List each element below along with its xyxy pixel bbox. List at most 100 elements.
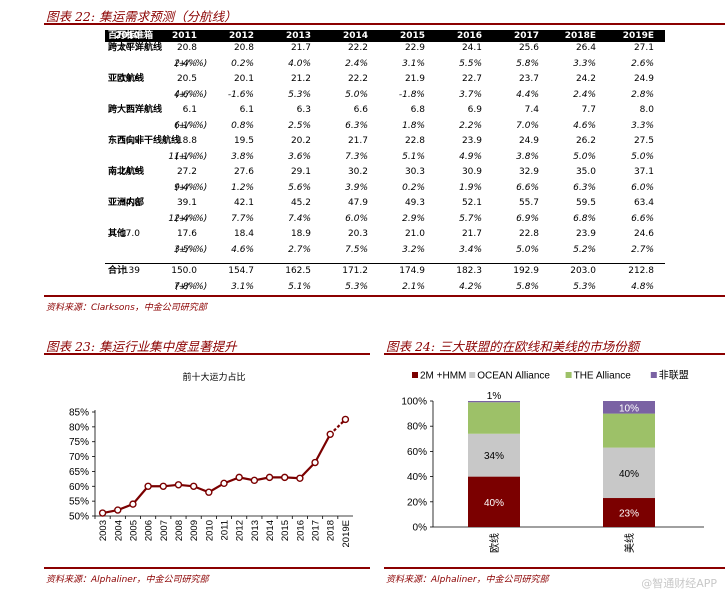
bar-category-label: 欧线	[488, 533, 501, 553]
line-data-point	[326, 430, 334, 438]
table-value-cell: 23.7	[518, 74, 539, 84]
bar-segment	[468, 476, 520, 527]
bar-data-label: 1%	[487, 391, 502, 402]
line-y-tick-label: 65%	[69, 467, 89, 478]
table-growth-cell: 6.0%	[345, 214, 368, 224]
table-bottom-rule	[44, 295, 725, 297]
line-data-point	[281, 473, 289, 482]
table-growth-cell: 5.2%	[573, 245, 596, 255]
bar-legend-label: OCEAN Alliance	[477, 371, 550, 382]
table-growth-cell: 6.0%	[631, 183, 654, 193]
table-growth-cell: 12.4%	[168, 214, 197, 224]
table-growth-cell: 3.9%	[345, 183, 368, 193]
bar-y-tick-label: 100%	[401, 397, 427, 408]
line-bottom-rule	[44, 567, 370, 569]
table-value-cell: 39.1	[176, 198, 197, 208]
table-growth-label: (+/- %)	[175, 90, 208, 100]
table-value-cell: 20.8	[176, 43, 197, 53]
bar-legend-swatch	[565, 372, 572, 378]
table-value-cell: 150.0	[171, 266, 197, 276]
table-value-cell: 162.5	[285, 266, 311, 276]
table-value-cell: 18.8	[176, 136, 197, 146]
table-value-cell: 25.6	[518, 43, 539, 53]
bar-y-tick-label: 20%	[407, 497, 427, 508]
line-data-point	[129, 500, 137, 508]
table-growth-cell: 2.6%	[631, 59, 654, 69]
table-value-cell: 171.2	[342, 266, 368, 276]
bar-figure-title: 图表 24: 三大联盟的在欧线和美线的市场份额	[386, 339, 640, 354]
table-value-cell: 24.6	[633, 229, 654, 239]
table-header-year: 2010	[114, 31, 140, 41]
bar-bottom-rule	[384, 567, 725, 569]
table-growth-cell: 2.9%	[402, 214, 425, 224]
table-value-cell: 24.9	[119, 167, 140, 177]
table-value-cell: 192.9	[513, 266, 539, 276]
line-data-point	[159, 482, 167, 490]
table-growth-cell: 3.6%	[288, 152, 311, 162]
bar-data-label: 40%	[619, 469, 639, 480]
table-value-cell: 42.1	[233, 198, 254, 208]
line-data-point	[174, 481, 183, 489]
table-header-year: 2011	[171, 31, 197, 41]
table-growth-label: (+/- %)	[175, 214, 208, 224]
table-value-cell: 22.8	[518, 229, 539, 239]
table-growth-cell: 5.8%	[516, 59, 539, 69]
table-value-cell: 6.8	[410, 105, 425, 115]
table-growth-cell: 2.7%	[631, 245, 654, 255]
table-growth-cell: 0.2%	[231, 59, 254, 69]
table-growth-cell: 7.5%	[345, 245, 368, 255]
table-value-cell: 20.2	[290, 136, 311, 146]
table-value-cell: 22.9	[404, 43, 425, 53]
table-value-cell: 20.3	[119, 43, 140, 53]
table-value-cell: 29.1	[290, 167, 311, 177]
table-growth-cell: 2.4%	[174, 59, 197, 69]
bar-legend-label: 2M +HMM	[420, 371, 466, 382]
table-value-cell: 19.5	[233, 136, 254, 146]
table-growth-cell: 5.3%	[288, 90, 311, 100]
table-growth-cell: 5.0%	[516, 245, 539, 255]
table-value-cell: 21.7	[461, 229, 482, 239]
table-growth-cell: 3.3%	[631, 121, 654, 131]
table-value-cell: 18.4	[233, 229, 254, 239]
table-growth-cell: 3.7%	[459, 90, 482, 100]
line-x-tick-label: 2006	[144, 520, 155, 541]
bar-legend-swatch	[469, 372, 476, 378]
table-growth-cell: 5.0%	[573, 152, 596, 162]
table-value-cell: 27.6	[233, 167, 254, 177]
table-value-cell: 22.2	[347, 74, 368, 84]
concentration-line-chart: 前十大运力占比 50% 55% 60% 65% 70% 75% 80% 85% 2003 2004 2…	[69, 371, 353, 547]
line-title-rule	[44, 353, 370, 355]
table-value-cell: 26.4	[575, 43, 596, 53]
table-value-cell: 6.6	[353, 105, 368, 115]
table-growth-cell: 9.4%	[174, 183, 197, 193]
table-growth-cell: 3.1%	[402, 59, 425, 69]
table-value-cell: 154.7	[228, 266, 254, 276]
table-value-cell: 63.4	[633, 198, 654, 208]
table-growth-cell: 1.9%	[459, 183, 482, 193]
table-growth-cell: 7.0%	[516, 121, 539, 131]
table-header-year: 2012	[228, 31, 254, 41]
table-header-year: 2017	[513, 31, 539, 41]
table-value-cell: 5.7	[125, 105, 140, 115]
table-growth-cell: 6.8%	[573, 214, 596, 224]
table-total-rule	[105, 263, 665, 264]
line-data-point	[205, 488, 213, 496]
table-growth-cell: 3.3%	[573, 59, 596, 69]
table-growth-cell: 6.6%	[516, 183, 539, 193]
line-y-tick-label: 70%	[69, 452, 89, 463]
table-growth-cell: 7.8%	[174, 282, 197, 292]
table-value-cell: 17.6	[176, 229, 197, 239]
table-value-cell: 22.8	[404, 136, 425, 146]
table-value-cell: 6.1	[182, 105, 197, 115]
bar-data-label: 40%	[484, 498, 504, 509]
table-growth-cell: 6.6%	[631, 214, 654, 224]
table-growth-cell: 5.1%	[402, 152, 425, 162]
table-value-cell: 24.2	[575, 74, 596, 84]
table-value-cell: 8.0	[639, 105, 654, 115]
line-data-point	[311, 458, 319, 467]
bar-legend-label: THE Alliance	[574, 371, 632, 382]
table-value-cell: 30.2	[347, 167, 368, 177]
line-x-tick-label: 2005	[128, 520, 139, 541]
bar-data-label: 23%	[619, 509, 639, 520]
line-x-tick-label: 2016	[295, 520, 306, 541]
